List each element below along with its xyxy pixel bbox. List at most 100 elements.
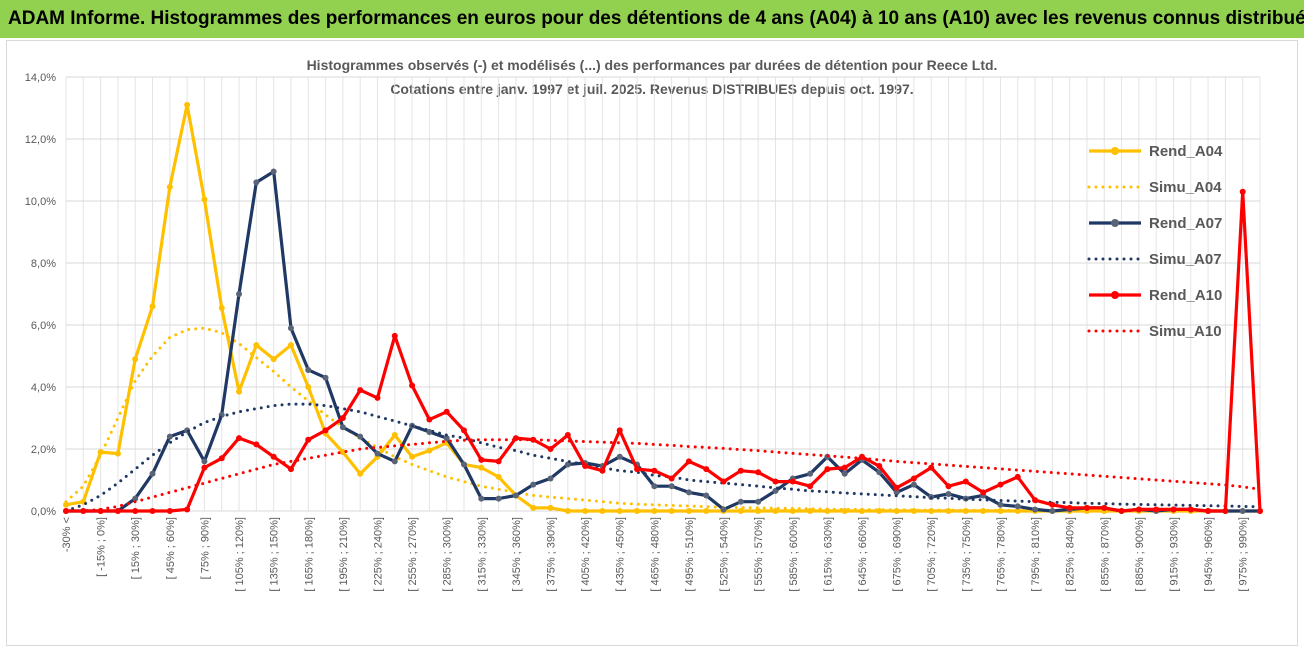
legend-item-Rend_A04: Rend_A04: [1089, 143, 1223, 160]
data-point: [755, 508, 762, 514]
data-point: [685, 508, 692, 514]
data-point: [305, 384, 312, 390]
data-point: [132, 508, 139, 514]
legend-marker: [1111, 291, 1119, 299]
data-point: [582, 508, 589, 514]
x-tick-label: [ 945% ; 960%]: [1203, 517, 1215, 592]
data-point: [339, 449, 346, 456]
data-point: [824, 466, 831, 473]
data-point: [461, 427, 467, 434]
data-point: [685, 458, 692, 465]
x-tick-label: [ 645% ; 660%]: [857, 517, 869, 592]
x-tick-label: [ 195% ; 210%]: [338, 517, 350, 592]
data-point: [322, 374, 329, 381]
series-Simu_A07: [64, 402, 1262, 513]
data-point: [807, 508, 814, 514]
data-point: [530, 481, 537, 488]
x-tick-label: [ 105% ; 120%]: [234, 517, 246, 592]
data-point: [945, 490, 952, 497]
data-point: [236, 388, 243, 395]
data-point: [1083, 504, 1090, 511]
data-point: [1014, 473, 1021, 480]
x-tick-label: [ 45% ; 60%]: [165, 517, 177, 579]
data-point: [651, 467, 658, 474]
y-tick-label: 6,0%: [31, 320, 56, 332]
y-tick-label: 10,0%: [25, 196, 56, 208]
data-point: [166, 508, 173, 514]
grid: [65, 76, 1261, 512]
data-point: [287, 466, 294, 473]
x-tick-label: [ 15% ; 30%]: [130, 517, 142, 579]
data-point: [1049, 508, 1056, 514]
data-point: [132, 356, 139, 363]
banner-title: ADAM Informe. Histogrammes des performan…: [0, 0, 1304, 38]
data-point: [512, 492, 519, 499]
legend-item-Simu_A10: Simu_A10: [1087, 323, 1222, 340]
data-point: [634, 508, 641, 514]
data-point: [668, 483, 675, 490]
data-point: [1014, 503, 1021, 510]
data-point: [305, 366, 312, 373]
data-point: [166, 433, 173, 440]
legend: Rend_A04 Simu_A04 Rend_A07 Simu_A07 Rend_A10…: [1087, 143, 1223, 340]
x-tick-label: [ 465% ; 480%]: [649, 517, 661, 592]
legend-item-Simu_A04: Simu_A04: [1087, 179, 1222, 196]
data-point: [495, 458, 502, 465]
data-point: [80, 508, 87, 514]
data-point: [270, 168, 277, 175]
data-point: [374, 450, 381, 457]
data-point: [201, 196, 208, 203]
data-point: [772, 508, 779, 514]
data-point: [461, 461, 467, 468]
series-group: [63, 101, 1263, 514]
data-point: [1032, 506, 1039, 513]
chart-subtitle: Cotations entre janv. 1997 et juil. 2025…: [390, 81, 913, 97]
data-point: [547, 504, 554, 511]
data-point: [1187, 506, 1194, 513]
data-point: [876, 463, 883, 470]
x-tick-label: [ 675% ; 690%]: [892, 517, 904, 592]
data-point: [616, 453, 623, 460]
series-Simu_A04: [64, 326, 1262, 513]
data-point: [1118, 508, 1125, 514]
data-point: [391, 458, 398, 465]
legend-marker: [1111, 219, 1119, 227]
x-tick-label: [ 285% ; 300%]: [442, 517, 454, 592]
data-point: [409, 453, 416, 460]
x-tick-label: [ 735% ; 750%]: [961, 517, 973, 592]
x-tick-label: [ 615% ; 630%]: [822, 517, 834, 592]
data-point: [634, 466, 641, 473]
legend-item-Simu_A07: Simu_A07: [1087, 251, 1222, 268]
series-Rend_A07: [63, 168, 1263, 514]
data-point: [391, 432, 398, 439]
data-point: [564, 508, 571, 514]
data-point: [841, 464, 848, 471]
data-point: [357, 387, 364, 394]
x-tick-label: [ 255% ; 270%]: [407, 517, 419, 592]
x-tick-label: -30% <: [61, 517, 73, 552]
data-point: [945, 483, 952, 490]
data-point: [668, 475, 675, 482]
data-point: [149, 303, 156, 310]
data-point: [287, 342, 294, 349]
data-point: [132, 495, 139, 502]
chart-title: Histogrammes observés (-) et modélisés (…: [307, 57, 998, 73]
data-point: [772, 478, 779, 485]
x-tick-label: [ 855% ; 870%]: [1099, 517, 1111, 592]
data-point: [1222, 508, 1229, 514]
x-tick-label: [ 765% ; 780%]: [995, 517, 1007, 592]
data-point: [236, 291, 243, 297]
data-point: [339, 415, 346, 421]
x-tick-label: [ 705% ; 720%]: [926, 517, 938, 592]
data-point: [1049, 501, 1056, 508]
x-tick-label: [ 525% ; 540%]: [719, 517, 731, 592]
x-tick-label: [ 555% ; 570%]: [753, 517, 765, 592]
data-point: [253, 179, 260, 186]
data-point: [218, 455, 225, 462]
data-point: [807, 483, 814, 490]
data-point: [322, 427, 329, 434]
data-point: [149, 470, 156, 477]
y-tick-label: 8,0%: [31, 258, 56, 270]
data-point: [910, 481, 917, 488]
data-point: [651, 508, 658, 514]
